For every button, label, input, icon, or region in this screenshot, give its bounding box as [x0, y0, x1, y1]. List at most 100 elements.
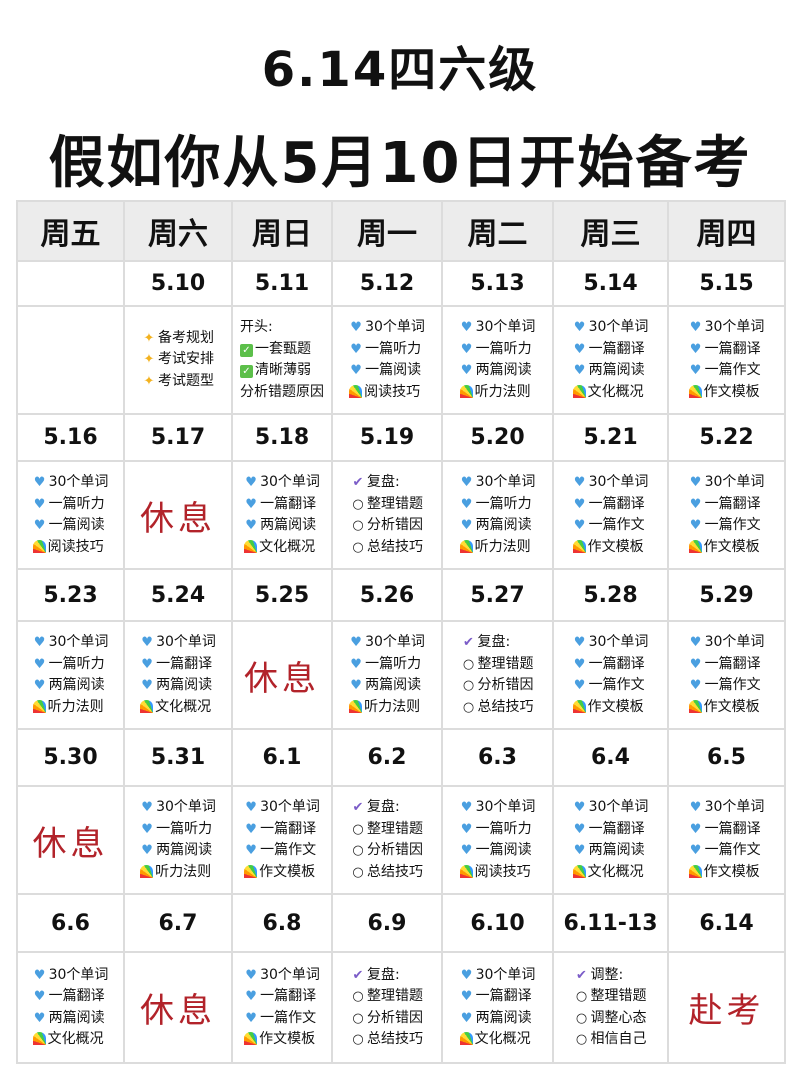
task-list: ♥ 30个单词 ♥ 一篇翻译 ♥ 一篇作文 作文模板: [688, 632, 764, 718]
task-item: ♥ 一篇听力: [33, 494, 109, 516]
circle-icon: ○: [352, 539, 364, 555]
check-icon: ✔: [576, 967, 587, 983]
weekday-header: 周六: [123, 200, 233, 262]
task-item: ♥ 一篇翻译: [244, 494, 320, 516]
task-text: 备考规划: [158, 329, 214, 346]
task-cell: ♥ 30个单词 ♥ 一篇翻译 ♥ 一篇作文 作文模板: [667, 620, 786, 730]
weekday-header: 周一: [331, 200, 443, 262]
task-text: 整理错题: [367, 988, 423, 1004]
task-text: 文化概况: [587, 863, 644, 880]
heart-icon: ♥: [350, 320, 362, 335]
task-item: ○ 整理错题: [462, 654, 534, 676]
task-cell: ♥ 30个单词 ♥ 一篇听力 ♥ 一篇阅读 阅读技巧: [331, 305, 443, 415]
task-text: 作文模板: [703, 698, 760, 715]
heart-icon: ♥: [573, 341, 586, 357]
task-cell: ♥ 30个单词 ♥ 一篇听力 ♥ 一篇阅读 阅读技巧: [441, 785, 554, 895]
date-cell: 6.6: [16, 893, 125, 953]
circle-icon: ○: [352, 989, 364, 1004]
check-icon: ✔: [352, 475, 364, 490]
task-item: ♥ 一篇阅读: [349, 360, 425, 382]
task-text: 整理错题: [477, 655, 534, 672]
task-item: ♥ 一篇翻译: [573, 819, 649, 841]
task-text: 作文模板: [703, 383, 760, 400]
task-text: 调整心态: [590, 1009, 647, 1026]
heart-icon: ♥: [33, 989, 46, 1004]
heart-icon: ♥: [141, 843, 153, 858]
task-cell: ✔ 复盘: ○ 整理错题 ○ 分析错因 ○ 总结技巧: [331, 785, 443, 895]
task-text: 清晰薄弱: [255, 362, 311, 378]
date-cell: 6.7: [123, 893, 233, 953]
task-text: 30个单词: [156, 799, 216, 815]
heart-icon: ♥: [573, 678, 586, 693]
task-text: 30个单词: [475, 966, 536, 983]
task-text: 一篇作文: [260, 1009, 317, 1026]
task-item: ○ 总结技巧: [351, 537, 423, 559]
rest-day-label: 休息: [140, 498, 216, 539]
sparkle-icon: ✦: [143, 352, 155, 368]
task-text: 作文模板: [703, 538, 760, 555]
circle-icon: ○: [462, 699, 475, 715]
task-item: ♥ 30个单词: [460, 317, 536, 339]
task-text: 总结技巧: [367, 1031, 423, 1047]
heart-icon: ♥: [689, 518, 702, 533]
date-cell: 5.26: [331, 568, 443, 622]
heart-icon: ♥: [141, 656, 153, 672]
task-text: 一篇作文: [260, 842, 317, 858]
check-box-icon: ✓: [240, 365, 253, 378]
task-cell: 休息: [123, 951, 233, 1064]
circle-icon: ○: [352, 843, 364, 858]
task-item: ♥ 一篇作文: [689, 840, 765, 862]
date-cell: 5.31: [123, 728, 233, 787]
task-text: 两篇阅读: [156, 677, 213, 693]
date-cell: 5.30: [16, 728, 125, 787]
task-text: 30个单词: [588, 474, 649, 490]
task-item: ○ 分析错因: [351, 1008, 423, 1030]
task-text: 两篇阅读: [588, 842, 645, 858]
circle-icon: ○: [352, 821, 364, 837]
weekday-header: 周四: [667, 200, 786, 262]
task-item: ○ 分析错因: [351, 840, 423, 862]
task-item: 分析错题原因: [240, 382, 324, 404]
task-cell: ♥ 30个单词 ♥ 一篇翻译 ♥ 一篇作文 作文模板: [667, 305, 786, 415]
title-line-1: 6.14四六级: [261, 42, 539, 98]
task-item: ♥ 一篇翻译: [573, 339, 649, 361]
task-text: 总结技巧: [477, 698, 534, 715]
heart-icon: ♥: [689, 678, 702, 693]
task-item: ♥ 两篇阅读: [33, 1008, 109, 1030]
task-item: ♥ 两篇阅读: [460, 1008, 536, 1030]
task-text: 一篇阅读: [475, 842, 532, 858]
task-text: 分析错题原因: [240, 383, 324, 400]
task-text: 两篇阅读: [365, 677, 422, 693]
heart-icon: ♥: [689, 496, 702, 512]
check-icon: ✔: [463, 635, 474, 650]
date-cell: 5.12: [331, 260, 443, 307]
heart-icon: ♥: [689, 821, 702, 837]
task-cell: ♥ 30个单词 ♥ 一篇翻译 ♥ 一篇作文 作文模板: [552, 620, 669, 730]
task-row: ♥ 30个单词 ♥ 一篇听力 ♥ 两篇阅读 听力法则 ♥ 30个单词 ♥ 一篇翻译 ♥ 两篇阅读 文化概况…: [16, 620, 786, 730]
date-cell: 5.22: [667, 413, 786, 462]
task-item: ♥ 30个单词: [460, 472, 536, 494]
circle-icon: ○: [575, 1032, 588, 1047]
task-item: ○ 整理错题: [351, 986, 423, 1008]
heart-icon: ♥: [460, 320, 473, 335]
task-item: 作文模板: [688, 382, 765, 404]
task-text: 整理错题: [590, 988, 647, 1004]
task-text: 文化概况: [47, 1031, 104, 1047]
task-text: 一篇翻译: [588, 820, 645, 837]
task-row: 休息 ♥ 30个单词 ♥ 一篇听力 ♥ 两篇阅读 听力法则 ♥ 30个单词 ♥ 一篇翻译 ♥ 一篇作文 作文…: [16, 785, 786, 895]
task-cell: ♥ 30个单词 ♥ 一篇翻译 ♥ 一篇作文 作文模板: [231, 785, 333, 895]
task-text: 一篇听力: [156, 820, 213, 837]
heart-icon: ♥: [460, 496, 473, 512]
task-text: 30个单词: [475, 474, 536, 490]
task-list: ✔ 调整: ○ 整理错题 ○ 调整心态 ○ 相信自己: [575, 965, 647, 1051]
task-item: ♥ 一篇听力: [140, 819, 216, 841]
task-item: 作文模板: [244, 862, 320, 884]
date-cell: 5.21: [552, 413, 669, 462]
task-item: ♥ 30个单词: [33, 965, 109, 987]
task-cell: ♥ 30个单词 ♥ 一篇听力 ♥ 两篇阅读 听力法则: [123, 785, 233, 895]
heart-icon: ♥: [573, 518, 586, 533]
task-text: 分析错因: [367, 1009, 423, 1026]
task-item: ♥ 一篇听力: [33, 654, 109, 676]
task-cell: ♥ 30个单词 ♥ 一篇翻译 ♥ 两篇阅读 文化概况: [123, 620, 233, 730]
heart-icon: ♥: [573, 363, 586, 378]
